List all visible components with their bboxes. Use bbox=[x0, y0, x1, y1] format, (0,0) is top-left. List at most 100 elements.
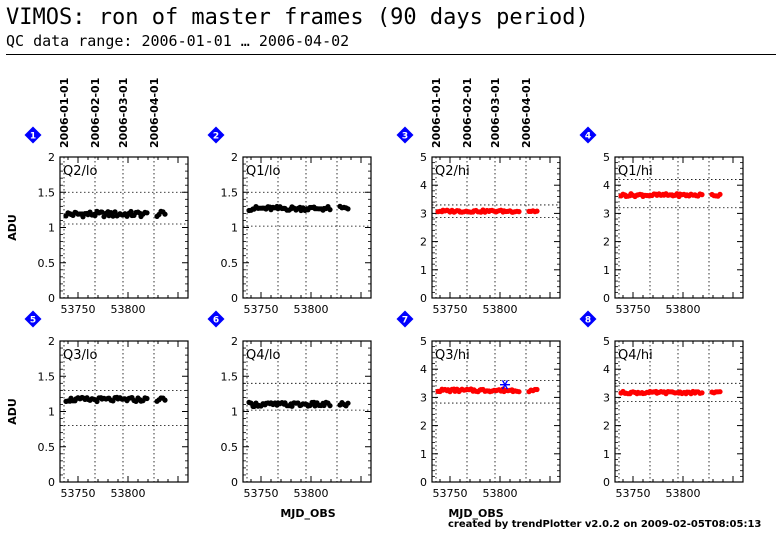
panel-label: Q4/lo bbox=[246, 348, 280, 363]
panel-label: Q2/hi bbox=[435, 164, 470, 179]
panel-label: Q2/lo bbox=[63, 164, 97, 179]
y-tick-label: 1 bbox=[48, 222, 55, 235]
y-tick-label: 2 bbox=[48, 151, 55, 164]
y-tick-label: 3 bbox=[420, 391, 427, 404]
x-tick-label: 53750 bbox=[433, 487, 468, 500]
panel-badge-icon bbox=[579, 126, 597, 144]
y-tick-label: 3 bbox=[420, 207, 427, 220]
data-point bbox=[516, 209, 522, 215]
y-tick-label: 0 bbox=[420, 292, 427, 305]
panel-badge-number: 5 bbox=[30, 316, 36, 326]
y-tick-label: 0.5 bbox=[221, 441, 239, 454]
panel-badge-number: 1 bbox=[30, 132, 36, 142]
y-tick-label: 1 bbox=[603, 448, 610, 461]
date-label: 2006-03-01 bbox=[489, 78, 502, 148]
y-tick-label: 1 bbox=[231, 406, 238, 419]
x-tick-label: 53750 bbox=[61, 487, 96, 500]
y-tick-label: 5 bbox=[420, 335, 427, 348]
title-divider bbox=[6, 54, 776, 55]
x-tick-label: 53750 bbox=[433, 303, 468, 316]
date-label: 2006-03-01 bbox=[117, 78, 130, 148]
panel-label: Q3/hi bbox=[435, 348, 470, 363]
y-tick-label: 1.5 bbox=[221, 370, 239, 383]
date-label: 2006-02-01 bbox=[461, 78, 474, 148]
y-tick-label: 1 bbox=[48, 406, 55, 419]
y-tick-label: 0 bbox=[603, 292, 610, 305]
page-subtitle: QC data range: 2006-01-01 … 2006-04-02 bbox=[6, 32, 350, 50]
date-label: 2006-04-01 bbox=[520, 78, 533, 148]
outlier-stroke bbox=[501, 380, 509, 390]
date-label: 2006-01-01 bbox=[430, 78, 443, 148]
data-point bbox=[327, 207, 333, 213]
data-point bbox=[162, 211, 168, 217]
data-point bbox=[717, 191, 723, 197]
data-point bbox=[534, 208, 540, 214]
date-label: 2006-02-01 bbox=[89, 78, 102, 148]
data-point bbox=[110, 213, 116, 219]
data-point bbox=[162, 397, 168, 403]
y-axis-title: ADU bbox=[6, 398, 19, 425]
y-tick-label: 1.5 bbox=[38, 186, 56, 199]
panel-q1-lo: 0 0.5 1 1.5 2 53750 53800 Q1/lo 2 bbox=[207, 126, 372, 316]
panel-badge-icon bbox=[396, 126, 414, 144]
y-tick-label: 1 bbox=[420, 264, 427, 277]
plot-frame bbox=[431, 156, 561, 299]
y-tick-label: 0 bbox=[420, 476, 427, 489]
panel-q1-hi: 0 1 2 3 4 5 53750 53800 Q1/hi 4 bbox=[579, 126, 744, 316]
x-tick-label: 53750 bbox=[61, 303, 96, 316]
y-tick-label: 5 bbox=[603, 335, 610, 348]
y-tick-label: 1 bbox=[603, 264, 610, 277]
panel-q3-lo: 0 0.5 1 1.5 2 53750 53800 Q3/lo 5 bbox=[24, 310, 189, 500]
y-tick-label: 4 bbox=[603, 179, 610, 192]
panel-badge-icon bbox=[207, 310, 225, 328]
data-point bbox=[516, 389, 522, 395]
panel-q4-hi: 0 1 2 3 4 5 53750 53800 Q4/hi 8 bbox=[579, 310, 744, 500]
panel-badge-number: 6 bbox=[213, 316, 219, 326]
x-tick-label: 53800 bbox=[483, 487, 518, 500]
x-tick-label: 53750 bbox=[244, 487, 279, 500]
panel-badge-number: 7 bbox=[402, 316, 408, 326]
data-point bbox=[128, 208, 134, 215]
x-tick-label: 53800 bbox=[666, 487, 701, 500]
y-tick-label: 3 bbox=[603, 207, 610, 220]
y-tick-label: 4 bbox=[420, 363, 427, 376]
y-tick-label: 0 bbox=[603, 476, 610, 489]
y-tick-label: 4 bbox=[603, 363, 610, 376]
y-tick-label: 0.5 bbox=[38, 257, 56, 270]
data-point bbox=[699, 192, 705, 198]
panel-badge-icon bbox=[396, 310, 414, 328]
footer-credit: created by trendPlotter v2.0.2 on 2009-0… bbox=[448, 519, 762, 530]
x-tick-label: 53750 bbox=[616, 487, 651, 500]
panel-q2-hi: 0 1 2 3 4 5 53750 53800 Q2/hi 3 bbox=[396, 126, 561, 316]
x-tick-label: 53750 bbox=[244, 303, 279, 316]
data-point bbox=[144, 210, 150, 216]
panel-badge-number: 3 bbox=[402, 132, 408, 142]
x-tick-label: 53800 bbox=[294, 303, 329, 316]
plot-frame bbox=[614, 340, 744, 483]
y-tick-label: 0 bbox=[231, 476, 238, 489]
panel-label: Q1/lo bbox=[246, 164, 280, 179]
panel-label: Q4/hi bbox=[618, 348, 653, 363]
y-tick-label: 0 bbox=[48, 476, 55, 489]
x-tick-label: 53800 bbox=[294, 487, 329, 500]
y-tick-label: 0 bbox=[231, 292, 238, 305]
data-point bbox=[534, 386, 540, 393]
y-tick-label: 2 bbox=[48, 335, 55, 348]
panel-q3-hi: 0 1 2 3 4 5 53750 53800 Q3/hi 7 bbox=[396, 310, 561, 500]
page-title: VIMOS: ron of master frames (90 days per… bbox=[6, 5, 589, 30]
y-tick-label: 5 bbox=[420, 151, 427, 164]
y-tick-label: 4 bbox=[420, 179, 427, 192]
y-tick-label: 1 bbox=[231, 222, 238, 235]
plot-frame bbox=[614, 156, 744, 299]
panel-badge-number: 2 bbox=[213, 132, 219, 142]
x-axis-title: MJD_OBS bbox=[280, 507, 335, 520]
y-tick-label: 2 bbox=[231, 335, 238, 348]
panel-badge-number: 4 bbox=[585, 132, 591, 142]
y-tick-label: 0 bbox=[48, 292, 55, 305]
y-tick-label: 5 bbox=[603, 151, 610, 164]
x-tick-label: 53750 bbox=[616, 303, 651, 316]
y-tick-label: 2 bbox=[603, 420, 610, 433]
y-tick-label: 1 bbox=[420, 448, 427, 461]
panel-badge-number: 8 bbox=[585, 316, 591, 326]
